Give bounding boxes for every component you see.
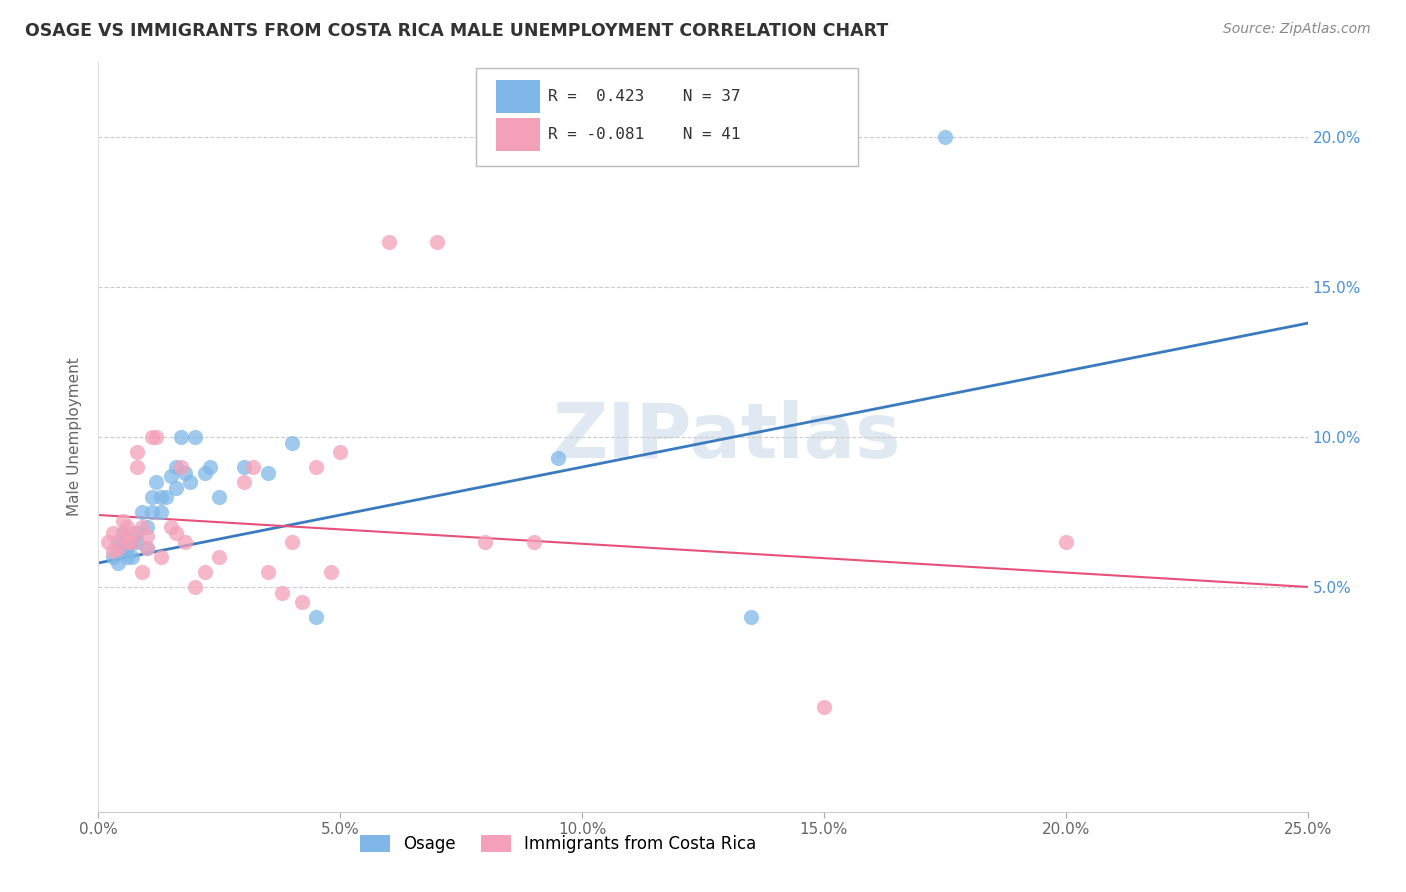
Point: [165, 460, 187, 475]
Point: [111, 514, 134, 528]
Point: [208, 549, 231, 564]
Point: [121, 535, 143, 549]
Point: [141, 430, 163, 444]
Point: [107, 541, 129, 555]
Point: [141, 505, 163, 519]
Point: [377, 235, 399, 250]
Point: [150, 505, 173, 519]
Point: [155, 490, 177, 504]
Point: [242, 460, 264, 475]
Point: [135, 541, 157, 555]
Point: [121, 526, 143, 541]
Point: [256, 466, 278, 480]
Point: [101, 549, 124, 564]
Y-axis label: Male Unemployment: Male Unemployment: [67, 358, 83, 516]
Point: [145, 475, 167, 489]
Point: [208, 490, 231, 504]
Legend: Osage, Immigrants from Costa Rica: Osage, Immigrants from Costa Rica: [353, 828, 763, 860]
Point: [127, 535, 149, 549]
Point: [305, 610, 328, 624]
Point: [179, 475, 201, 489]
Point: [184, 580, 207, 594]
Point: [111, 526, 134, 541]
Point: [145, 430, 167, 444]
Point: [174, 535, 197, 549]
Point: [281, 535, 304, 549]
Text: ZIPatlas: ZIPatlas: [553, 401, 901, 474]
Point: [141, 490, 163, 504]
Point: [426, 235, 449, 250]
Point: [127, 526, 149, 541]
Point: [117, 541, 139, 555]
Point: [232, 460, 254, 475]
Point: [101, 526, 124, 541]
Point: [135, 529, 157, 543]
Point: [111, 529, 134, 543]
Point: [934, 130, 956, 145]
Point: [107, 535, 129, 549]
Point: [121, 535, 143, 549]
Point: [290, 595, 312, 609]
Point: [474, 535, 496, 549]
Point: [319, 565, 342, 579]
Point: [135, 541, 157, 555]
Point: [127, 460, 149, 475]
Point: [131, 565, 153, 579]
Point: [127, 445, 149, 459]
Text: R =  0.423    N = 37: R = 0.423 N = 37: [548, 89, 741, 104]
Point: [523, 535, 546, 549]
Point: [198, 460, 221, 475]
Point: [281, 436, 304, 450]
Point: [131, 520, 153, 534]
Point: [194, 466, 217, 480]
Point: [111, 541, 134, 555]
Point: [740, 610, 762, 624]
Text: OSAGE VS IMMIGRANTS FROM COSTA RICA MALE UNEMPLOYMENT CORRELATION CHART: OSAGE VS IMMIGRANTS FROM COSTA RICA MALE…: [25, 22, 889, 40]
Point: [169, 430, 191, 444]
Point: [135, 520, 157, 534]
Point: [174, 466, 197, 480]
Point: [329, 445, 352, 459]
Point: [117, 520, 139, 534]
FancyBboxPatch shape: [496, 118, 540, 151]
Point: [547, 451, 569, 466]
Point: [150, 490, 173, 504]
Text: Source: ZipAtlas.com: Source: ZipAtlas.com: [1223, 22, 1371, 37]
FancyBboxPatch shape: [475, 68, 858, 166]
Point: [160, 520, 183, 534]
Point: [101, 544, 124, 558]
Point: [305, 460, 328, 475]
Point: [150, 549, 173, 564]
Point: [169, 460, 191, 475]
Point: [160, 469, 183, 483]
Point: [165, 481, 187, 495]
Point: [97, 535, 120, 549]
Point: [194, 565, 217, 579]
Point: [131, 505, 153, 519]
Point: [1054, 535, 1077, 549]
Point: [117, 535, 139, 549]
Point: [232, 475, 254, 489]
Point: [184, 430, 207, 444]
Point: [165, 526, 187, 541]
Point: [256, 565, 278, 579]
Text: R = -0.081    N = 41: R = -0.081 N = 41: [548, 127, 741, 142]
Point: [813, 699, 835, 714]
Point: [271, 586, 294, 600]
Point: [117, 549, 139, 564]
FancyBboxPatch shape: [496, 80, 540, 113]
Point: [107, 556, 129, 570]
Point: [121, 549, 143, 564]
